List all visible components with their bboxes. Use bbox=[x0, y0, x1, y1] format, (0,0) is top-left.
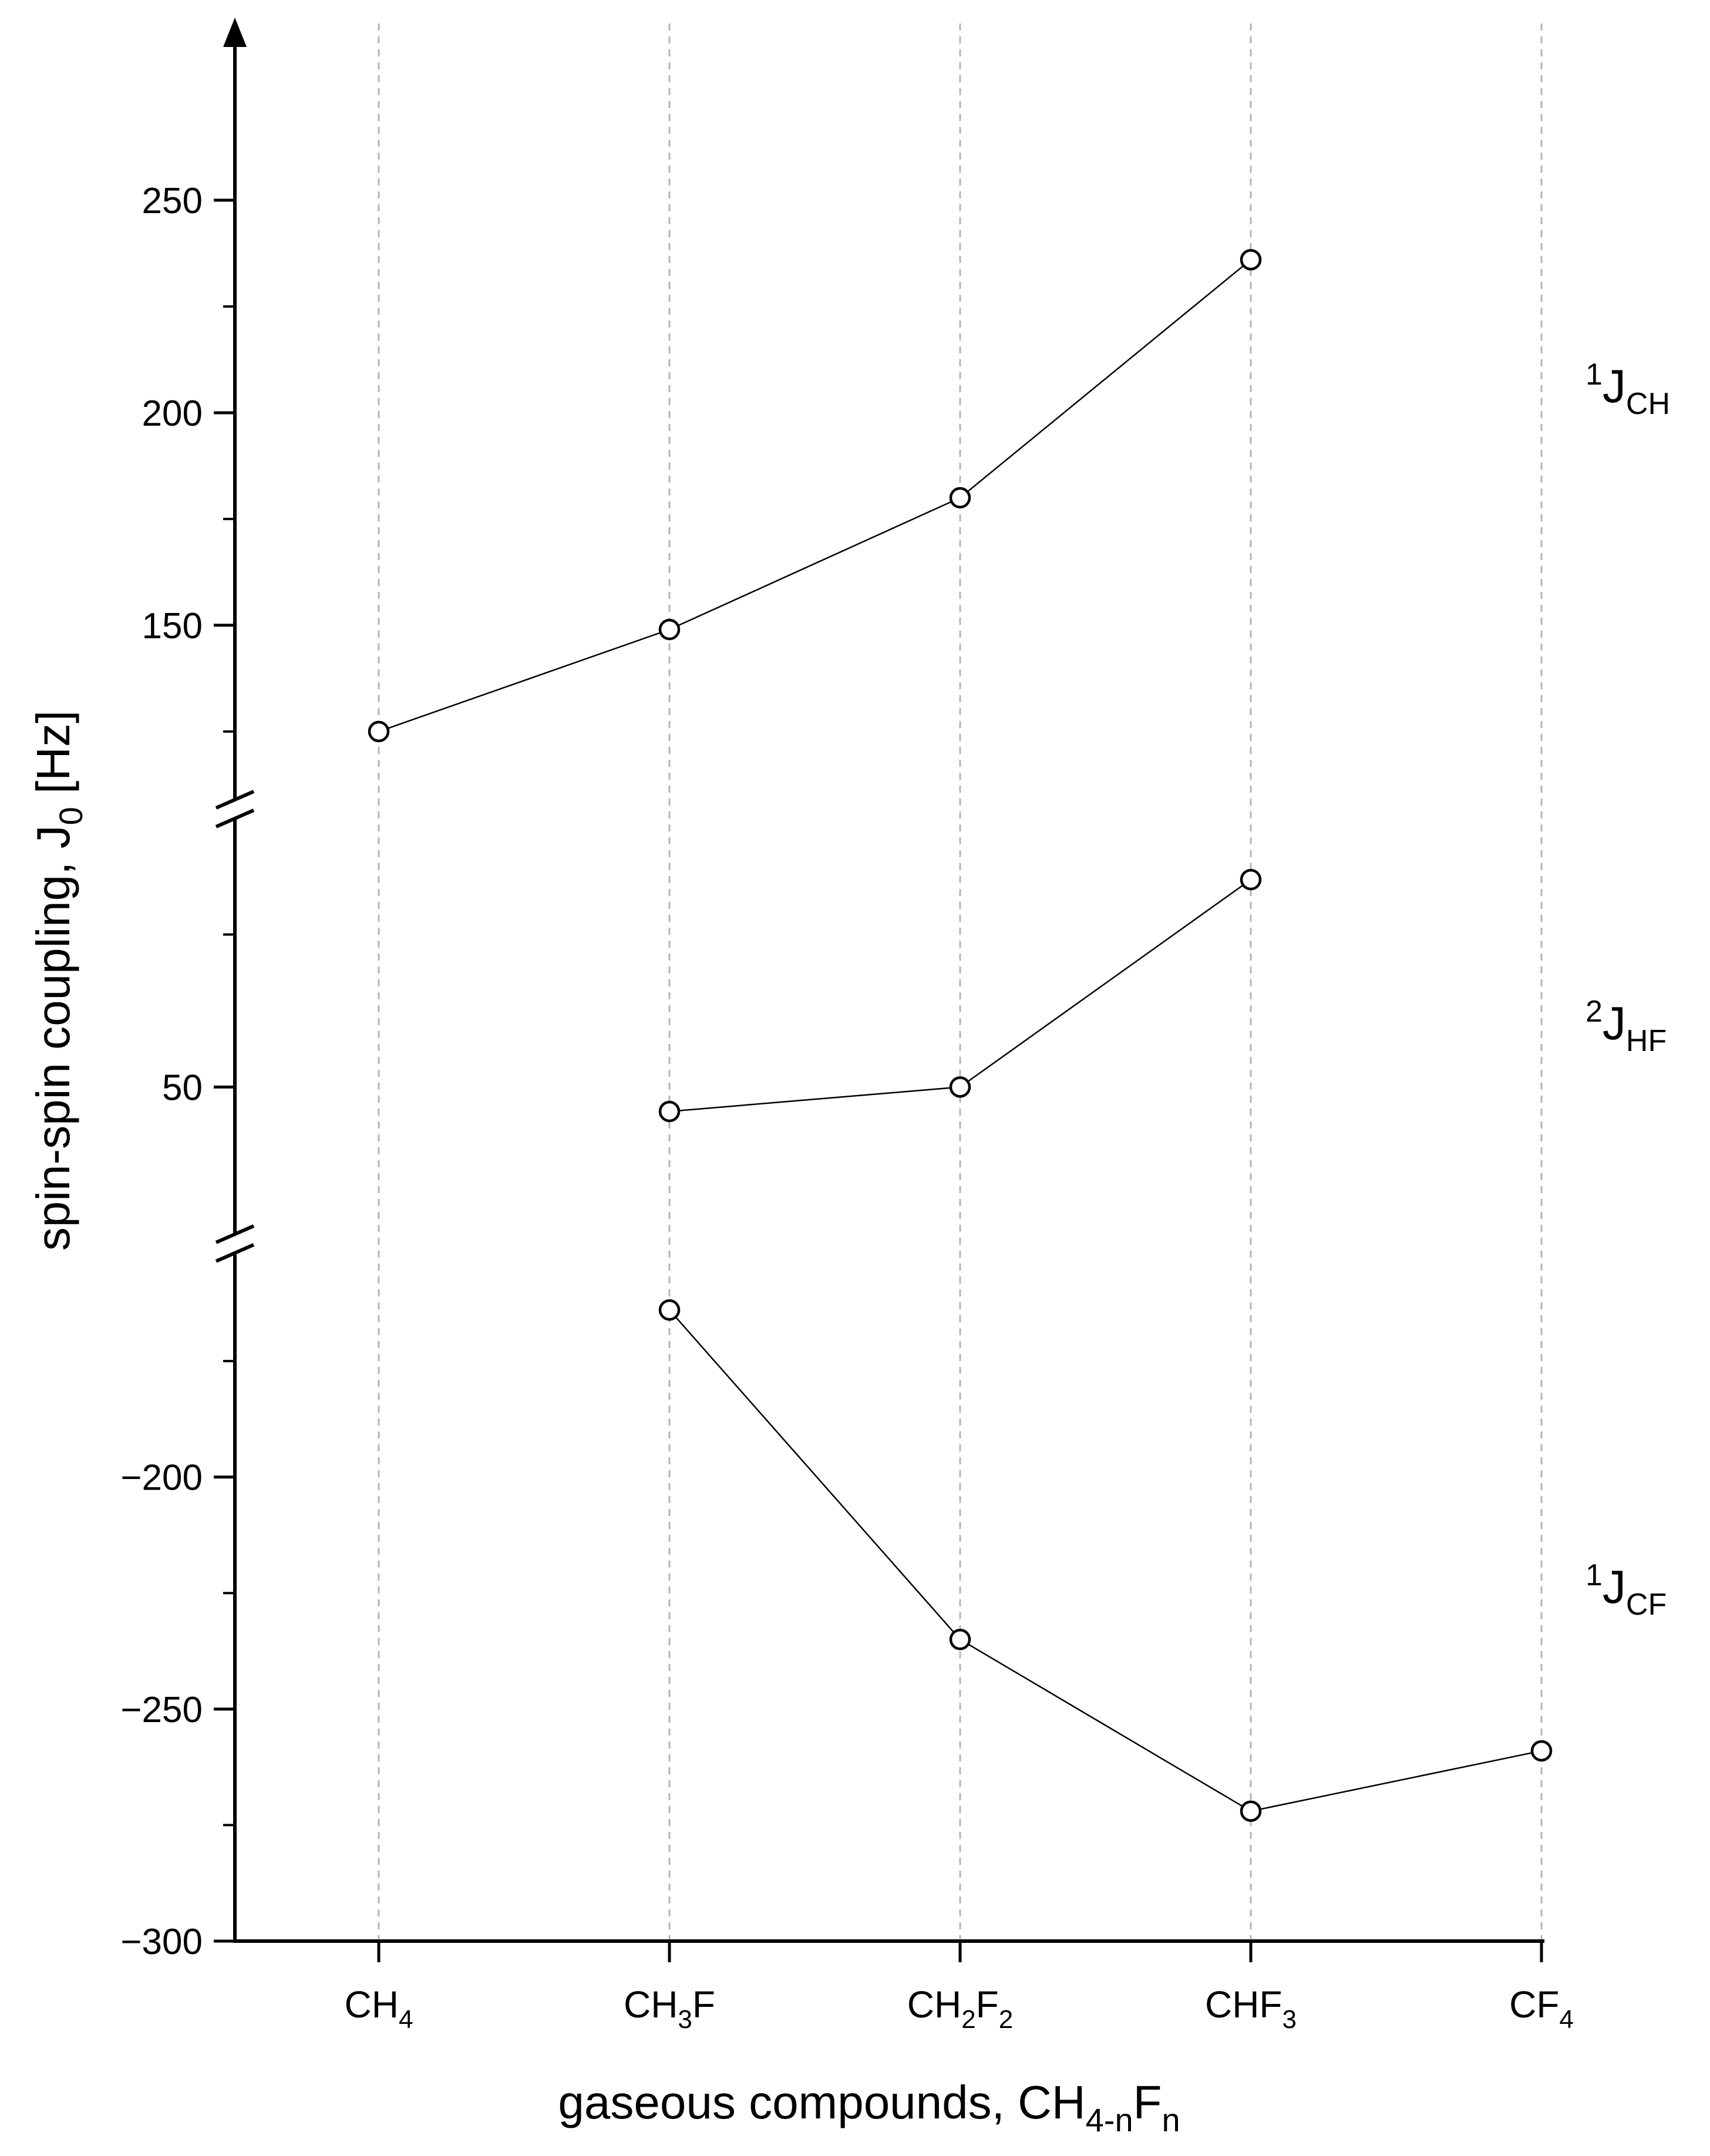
data-point bbox=[658, 1299, 681, 1321]
axis-break-mark bbox=[215, 1224, 255, 1244]
data-point bbox=[949, 1629, 971, 1650]
y-axis-title: spin-spin coupling, J0 [Hz] bbox=[27, 710, 89, 1251]
data-point bbox=[368, 720, 390, 743]
data-point bbox=[1240, 249, 1262, 271]
y-tick-label: −300 bbox=[120, 1922, 203, 1962]
series-label: 1JCF bbox=[1586, 1558, 1667, 1622]
axis-break-mark bbox=[215, 790, 255, 810]
data-point bbox=[949, 1076, 971, 1098]
y-axis-arrow bbox=[223, 18, 247, 47]
y-tick-label: 50 bbox=[162, 1067, 203, 1108]
series-label: 1JCH bbox=[1586, 358, 1670, 421]
series-line bbox=[378, 259, 1251, 733]
data-point bbox=[1530, 1740, 1553, 1762]
x-tick-label: CH4 bbox=[345, 1983, 413, 2034]
grid-lines bbox=[378, 23, 1543, 1941]
y-tick-label: 200 bbox=[142, 393, 203, 434]
data-point bbox=[658, 618, 681, 641]
data-point bbox=[658, 1100, 681, 1123]
data-point bbox=[949, 487, 971, 508]
axis-break-mark bbox=[215, 1243, 255, 1263]
x-axis-title: gaseous compounds, CH4-nFn bbox=[558, 2076, 1180, 2138]
data-point bbox=[1240, 1800, 1262, 1822]
x-tick-label: CHF3 bbox=[1205, 1983, 1297, 2034]
y-tick-label: 250 bbox=[142, 181, 203, 221]
y-tick-label: −200 bbox=[120, 1458, 203, 1498]
x-tick-label: CH3F bbox=[624, 1983, 715, 2034]
series-line bbox=[669, 1309, 1542, 1813]
series-label: 2JHF bbox=[1586, 995, 1667, 1058]
axes bbox=[215, 18, 1544, 1943]
axis-break-mark bbox=[215, 808, 255, 828]
series-points bbox=[368, 249, 1553, 1822]
y-tick-label: −250 bbox=[120, 1690, 203, 1730]
x-tick-label: CH2F2 bbox=[907, 1983, 1014, 2034]
x-tick-label: CF4 bbox=[1509, 1983, 1574, 2034]
data-point bbox=[1240, 868, 1262, 891]
tick-marks bbox=[214, 198, 1543, 1962]
y-tick-label: 150 bbox=[142, 606, 203, 646]
